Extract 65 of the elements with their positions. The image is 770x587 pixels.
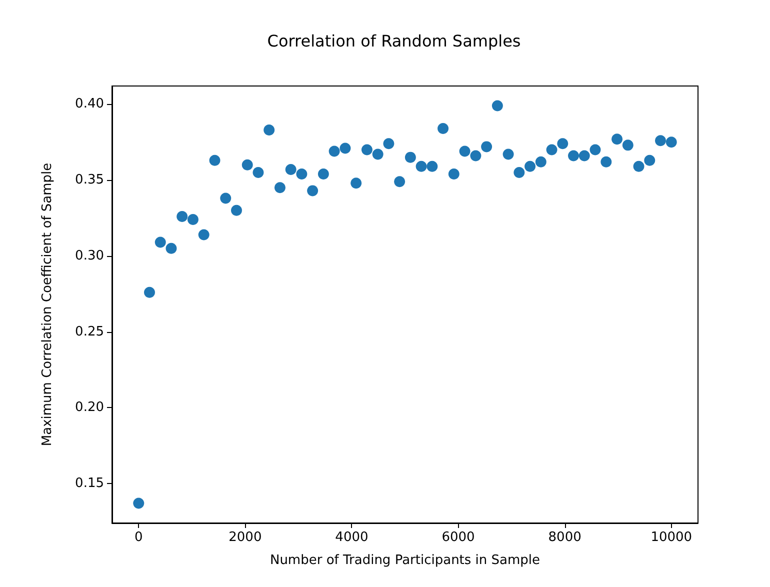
point — [176, 210, 188, 222]
point — [459, 146, 470, 157]
point — [350, 178, 362, 189]
x-tick-label: 6000 — [442, 530, 475, 545]
point — [546, 144, 558, 156]
y-tick-label: 0.25 — [75, 324, 104, 340]
point — [187, 214, 198, 226]
point — [426, 160, 438, 172]
point — [438, 122, 449, 134]
point — [612, 134, 623, 145]
point — [231, 204, 242, 216]
point — [242, 159, 253, 170]
y-axis-title: Maximum Correlation Coefficient of Sample — [40, 162, 55, 446]
point — [481, 141, 492, 152]
y-tick-label: 0.30 — [75, 248, 104, 264]
point — [416, 160, 427, 172]
point — [633, 160, 644, 172]
point — [622, 140, 634, 151]
x-tick-label: 8000 — [548, 530, 582, 545]
point — [448, 168, 460, 180]
point — [166, 242, 177, 254]
x-tick-label: 10000 — [650, 530, 692, 545]
point — [133, 498, 144, 509]
point — [372, 148, 384, 160]
point — [340, 142, 351, 154]
point — [318, 168, 329, 180]
point — [296, 168, 308, 180]
y-tick-label: 0.35 — [75, 172, 104, 188]
point — [535, 156, 546, 168]
point — [557, 138, 568, 150]
point — [578, 150, 590, 162]
point — [600, 156, 612, 168]
point — [274, 182, 286, 194]
point — [264, 124, 275, 136]
point — [590, 144, 601, 156]
chart-title: Correlation of Random Samples — [267, 32, 521, 50]
point — [328, 146, 340, 157]
y-tick-label: 0.20 — [75, 400, 104, 416]
x-axis-title: Number of Trading Participants in Sample — [270, 553, 540, 568]
point — [568, 150, 579, 162]
point — [470, 150, 482, 162]
point — [209, 154, 220, 166]
point — [644, 154, 656, 166]
point — [307, 185, 318, 196]
point — [666, 136, 677, 148]
point — [198, 229, 210, 240]
point — [252, 166, 264, 178]
y-tick-label: 0.40 — [75, 96, 104, 112]
x-tick-label: 0 — [134, 530, 143, 545]
point — [220, 192, 232, 204]
x-tick-label: 2000 — [228, 530, 262, 545]
point — [394, 176, 406, 188]
point — [524, 160, 536, 172]
y-tick-label: 0.15 — [75, 476, 104, 492]
point — [404, 152, 416, 163]
point — [361, 144, 372, 156]
point — [383, 138, 394, 150]
point — [655, 135, 666, 146]
x-tick-label: 4000 — [335, 530, 368, 545]
point — [502, 148, 514, 160]
point — [514, 166, 525, 178]
point — [492, 100, 503, 112]
point — [285, 164, 296, 175]
point — [154, 236, 166, 248]
point — [144, 286, 156, 298]
